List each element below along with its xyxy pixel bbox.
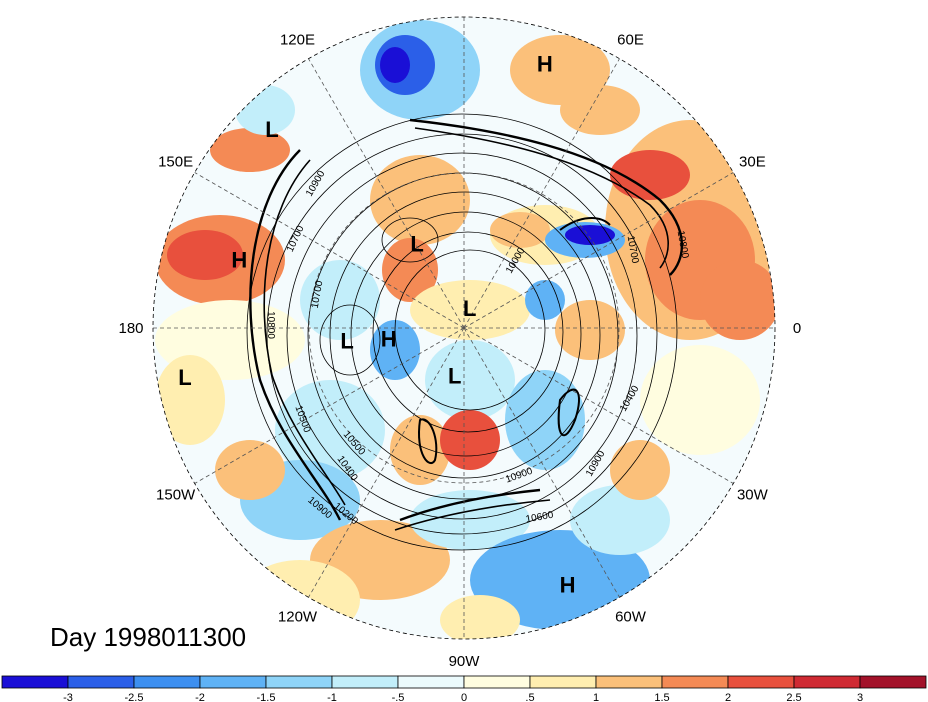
contour-label-6: 10600 [525,510,555,526]
contour-label-8: 10700 [625,235,641,265]
longitude-labels: 90E 60E 30E 0 30W 60W 90W 120W 150W 180 150E 120E [118,0,801,670]
colorbar-tick-6: 0 [461,692,467,702]
colorbar-tick-8: 1 [593,692,599,702]
longitude-label-4: 30W [737,487,769,504]
longitude-label-10: 150E [158,154,193,171]
meridian-line [463,58,620,329]
map-boundary [152,16,776,640]
low-center-3: L [410,231,423,256]
high-center-2: H [231,247,247,272]
longitude-label-5: 60W [615,608,647,625]
pressure-centers: H L H L L L H L L H [178,52,575,598]
height-contours [246,113,684,551]
colorbar-tick-1: -2.5 [125,692,144,702]
colorbar-swatch-2 [133,675,201,689]
low-center-8: L [448,363,461,388]
colorbar-swatch-7 [463,675,531,689]
longitude-label-0: 90E [451,0,478,4]
colorbar-tick-4: -1 [327,692,337,702]
colorbar-swatch-1 [67,675,135,689]
meridian-line [463,327,620,598]
colorbar-tick-9: 1.5 [654,692,669,702]
longitude-label-8: 150W [156,487,196,504]
colorbar-swatch-4 [265,675,333,689]
colorbar-swatch-0 [1,675,69,689]
low-center-4: L [463,296,476,321]
colorbar-tick-12: 3 [857,692,863,702]
high-center-6: H [381,327,397,352]
low-center-7: L [178,365,191,390]
longitude-label-6: 90W [449,653,481,670]
meridian-line [308,58,465,329]
colorbar: -3 -2.5 -2 -1.5 -1 -.5 0 .5 1 1.5 2 2.5 3 [1,675,927,702]
colorbar-tick-3: -1.5 [257,692,276,702]
colorbar-tick-5: -.5 [392,692,405,702]
contour-label-9: 10800 [675,230,691,260]
colorbar-swatch-11 [727,675,795,689]
longitude-label-2: 30E [739,154,766,171]
longitude-label-7: 120W [278,608,318,625]
colorbar-swatch-5 [331,675,399,689]
meridian-line [463,172,734,329]
low-center-5: L [340,328,353,353]
longitude-label-3: 0 [793,320,801,337]
meridian-line [308,327,465,598]
colorbar-tick-0: -3 [63,692,73,702]
high-center-0: H [537,52,553,77]
colorbar-tick-2: -2 [195,692,205,702]
colorbar-swatch-10 [661,675,729,689]
contour-label-2: 10800 [265,311,276,339]
meridian-line [194,172,465,329]
colorbar-swatch-12 [793,675,861,689]
longitude-label-9: 180 [118,320,143,337]
longitude-label-11: 120E [280,32,315,49]
colorbar-swatch-8 [529,675,597,689]
lat-lon-grid [153,17,775,639]
colorbar-swatch-13 [859,675,927,689]
colorbar-tick-11: 2.5 [786,692,801,702]
colorbar-swatch-6 [397,675,465,689]
colorbar-swatch-3 [199,675,267,689]
date-label: Day 1998011300 [50,622,246,652]
colorbar-swatch-9 [595,675,663,689]
longitude-label-1: 60E [617,32,644,49]
contour-label-13: 10700 [310,279,326,309]
low-center-1: L [265,117,278,142]
meridian-line [463,327,734,484]
meridian-line [194,327,465,484]
colorbar-tick-10: 2 [725,692,731,702]
high-center-9: H [560,572,576,597]
colorbar-tick-7: .5 [525,692,534,702]
